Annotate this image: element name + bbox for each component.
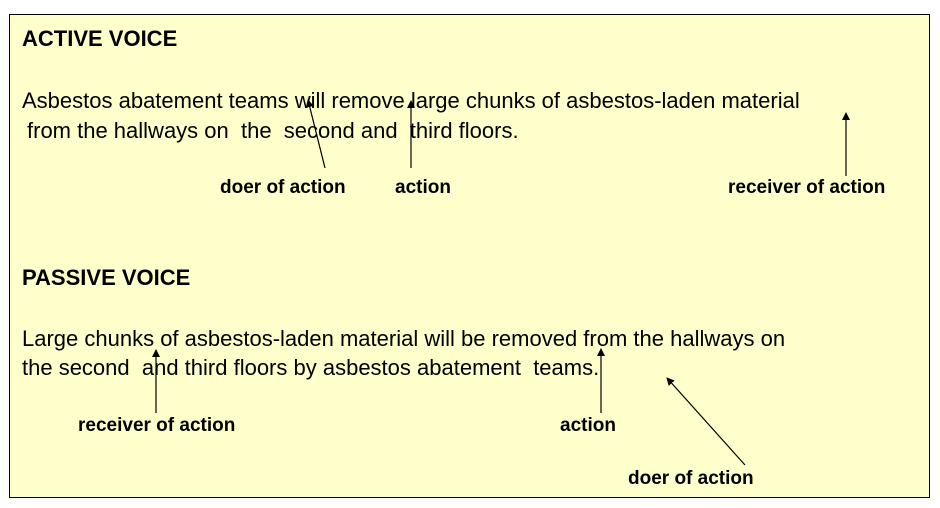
passive-action-label: action — [560, 415, 616, 436]
active-action-label: action — [395, 177, 451, 198]
passive-doer-label: doer of action — [628, 468, 754, 489]
active-doer-label: doer of action — [220, 177, 346, 198]
active-voice-heading: ACTIVE VOICE — [22, 26, 178, 51]
passive-sentence-line-2: the second and third floors by asbestos … — [22, 355, 600, 380]
active-doer-arrow — [305, 99, 326, 169]
passive-receiver-label: receiver of action — [78, 415, 236, 436]
passive-sentence-line-1: Large chunks of asbestos-laden material … — [22, 326, 786, 351]
active-sentence-line-2: from the hallways on the second and thir… — [27, 118, 519, 143]
passive-doer-arrow — [666, 377, 746, 466]
diagram-panel — [9, 14, 930, 498]
active-receiver-label: receiver of action — [728, 177, 886, 198]
passive-voice-heading: PASSIVE VOICE — [22, 265, 191, 290]
